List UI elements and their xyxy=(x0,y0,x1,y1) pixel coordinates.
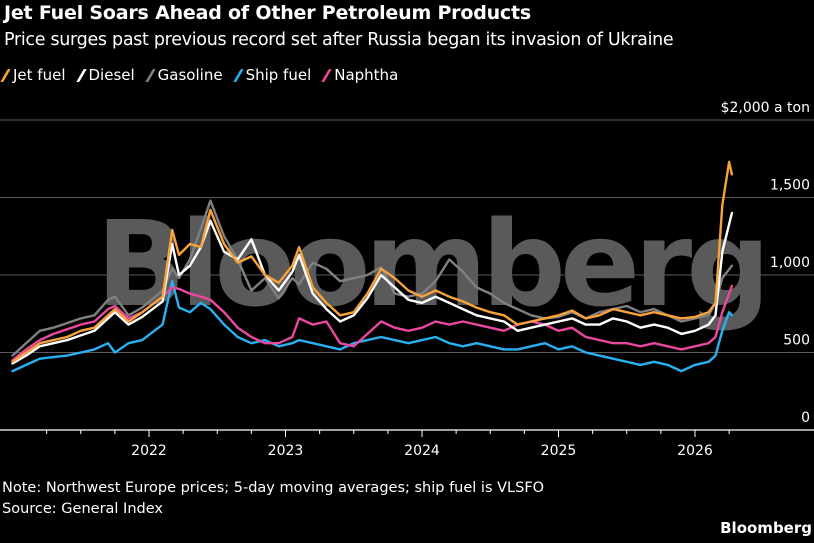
legend-label-jet-fuel: Jet fuel xyxy=(13,66,66,84)
chart-source: Source: General Index xyxy=(2,501,163,517)
x-tick-label: 2022 xyxy=(131,443,167,459)
y-tick-label: 0 xyxy=(801,410,810,426)
y-tick-label: 1,000 xyxy=(770,255,810,271)
series-line-naphtha xyxy=(11,284,734,362)
legend-item-ship-fuel: Ship fuel xyxy=(232,66,312,84)
legend-label-diesel: Diesel xyxy=(88,66,135,84)
legend-label-naphtha: Naphtha xyxy=(334,66,399,84)
legend-label-ship-fuel: Ship fuel xyxy=(245,66,312,84)
y-tick-label: 1,500 xyxy=(770,178,810,194)
series-line-jet-fuel xyxy=(11,160,734,363)
watermark: Bloomberg xyxy=(96,195,765,333)
legend-label-gasoline: Gasoline xyxy=(157,66,223,84)
y-tick-label: $2,000 a ton xyxy=(721,100,810,116)
chart-subtitle: Price surges past previous record set af… xyxy=(4,30,674,50)
x-tick-label: 2023 xyxy=(268,443,304,459)
y-tick-label: 500 xyxy=(783,333,810,349)
legend-item-jet-fuel: Jet fuel xyxy=(0,66,66,84)
chart-title: Jet Fuel Soars Ahead of Other Petroleum … xyxy=(4,2,531,24)
legend-item-diesel: Diesel xyxy=(75,66,135,84)
legend-item-naphtha: Naphtha xyxy=(321,66,399,84)
legend-item-gasoline: Gasoline xyxy=(144,66,223,84)
legend: Jet fuel Diesel Gasoline Ship fuel Napht… xyxy=(0,66,399,84)
chart-note: Note: Northwest Europe prices; 5-day mov… xyxy=(2,480,545,496)
x-tick-label: 2024 xyxy=(404,443,440,459)
series-line-ship-fuel xyxy=(11,280,734,373)
bloomberg-logo: Bloomberg xyxy=(720,519,812,537)
x-tick-label: 2025 xyxy=(541,443,577,459)
series-line-diesel xyxy=(11,211,734,365)
series-line-gasoline xyxy=(11,199,734,357)
x-tick-label: 2026 xyxy=(677,443,713,459)
